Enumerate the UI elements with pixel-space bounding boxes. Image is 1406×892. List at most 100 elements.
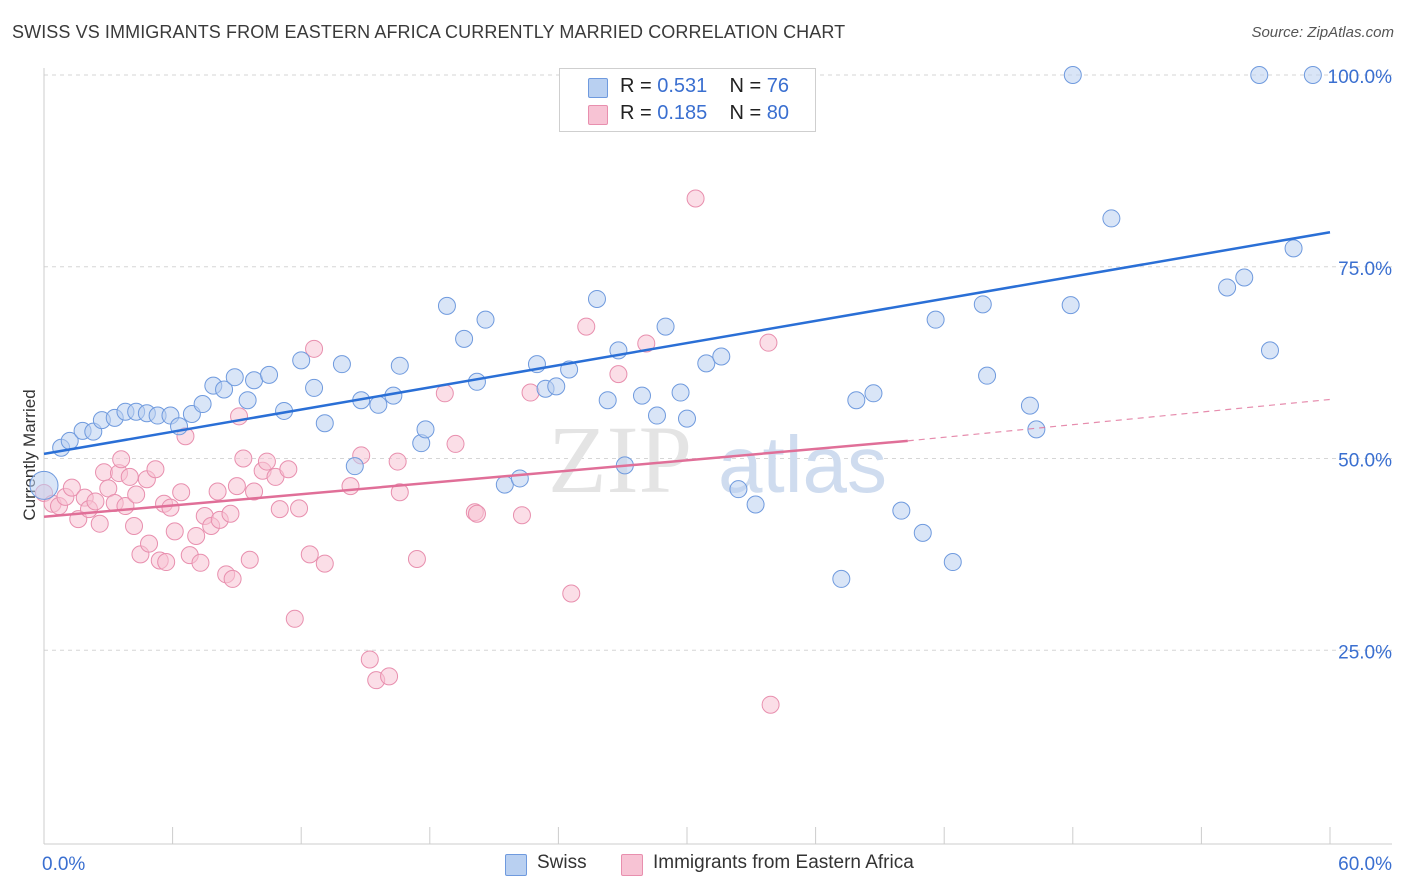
swiss-point (943, 553, 962, 572)
eastern-africa-point (187, 526, 206, 545)
swiss-r-value: 0.531 (657, 75, 708, 97)
swiss-point (973, 295, 992, 314)
swiss-point (587, 289, 606, 308)
eastern-africa-point (157, 553, 176, 572)
eastern-africa-point (407, 549, 426, 568)
eastern-africa-point (609, 365, 628, 384)
eastern-africa-n-value: 80 (766, 102, 790, 124)
swiss-point (1061, 296, 1080, 315)
watermark: ZIP atlas (548, 406, 887, 513)
x-tick-label: 60.0% (1338, 854, 1392, 875)
swiss-point (1027, 420, 1046, 439)
swiss-point (315, 414, 334, 433)
swiss-r-label: R = (620, 75, 658, 97)
tick-labels: 25.0% 50.0% 75.0% 100.0% 0.0% 60.0% (42, 67, 1392, 875)
eastern-africa-point (221, 504, 240, 523)
eastern-africa-point (112, 450, 131, 469)
swiss-point (476, 310, 495, 329)
eastern-africa-point (191, 553, 210, 572)
swiss-point (225, 368, 244, 387)
eastern-africa-trend-line (43, 439, 908, 519)
swiss-point (1235, 268, 1254, 287)
swiss-point (369, 395, 388, 414)
swiss-point (1284, 239, 1303, 258)
eastern-africa-swatch (588, 105, 608, 125)
eastern-africa-point (227, 477, 246, 496)
swiss-point (978, 366, 997, 385)
trend-lines (43, 231, 1331, 519)
swiss-point (345, 457, 364, 476)
eastern-africa-point (279, 460, 298, 479)
swiss-point (1020, 396, 1039, 415)
swiss-n-value: 76 (766, 75, 790, 97)
swiss-point (390, 356, 409, 375)
eastern-africa-point (761, 695, 780, 714)
eastern-africa-point (285, 609, 304, 628)
series-eastern-africa-points (35, 189, 780, 714)
eastern-africa-point (140, 534, 159, 553)
legend-swiss-swatch (505, 854, 527, 876)
eastern-africa-point (270, 500, 289, 519)
eastern-africa-point (290, 499, 309, 518)
eastern-africa-point (125, 516, 144, 535)
eastern-africa-point (315, 554, 334, 573)
eastern-africa-point (435, 384, 454, 403)
eastern-africa-point (95, 463, 114, 482)
eastern-africa-point (512, 506, 531, 525)
swiss-point (892, 501, 911, 520)
eastern-africa-point (127, 485, 146, 504)
y-tick-label: 100.0% (1328, 67, 1393, 88)
eastern-africa-point (146, 460, 165, 479)
eastern-africa-point (380, 667, 399, 686)
swiss-point (193, 395, 212, 414)
eastern-africa-point (360, 650, 379, 669)
swiss-point (926, 310, 945, 329)
swiss-point (467, 372, 486, 391)
x-tick-label: 0.0% (42, 854, 85, 875)
eastern-africa-point (223, 569, 242, 588)
swiss-point (1250, 66, 1269, 84)
swiss-point (292, 351, 311, 370)
y-tick-label: 25.0% (1338, 642, 1392, 663)
swiss-point (437, 296, 456, 315)
swiss-point (245, 371, 264, 390)
swiss-n-label: N = (729, 75, 767, 97)
eastern-africa-point (240, 550, 259, 569)
eastern-africa-point (86, 492, 105, 511)
swiss-point (864, 384, 883, 403)
swiss-point (746, 495, 765, 514)
swiss-swatch (588, 78, 608, 98)
swiss-point (215, 380, 234, 399)
eastern-africa-point (577, 317, 596, 336)
swiss-point (678, 409, 696, 428)
eastern-africa-point (562, 584, 581, 603)
swiss-point (29, 470, 59, 500)
eastern-africa-trend-extension (907, 398, 1331, 442)
swiss-point (495, 475, 514, 494)
swiss-point (238, 391, 257, 410)
eastern-africa-point (62, 478, 81, 497)
y-tick-label: 50.0% (1338, 451, 1392, 472)
swiss-point (260, 365, 279, 384)
legend-eastern-africa-swatch (621, 854, 643, 876)
eastern-africa-r-label: R = (620, 102, 658, 124)
watermark-atlas: atlas (718, 420, 887, 509)
eastern-africa-point (305, 339, 324, 358)
stats-legend: R = 0.531 N = 76 R = 0.185 N = 80 (559, 68, 816, 132)
eastern-africa-point (390, 483, 409, 502)
swiss-point (510, 469, 529, 488)
eastern-africa-n-label: N = (729, 102, 767, 124)
eastern-africa-point (208, 482, 227, 501)
swiss-point (671, 383, 690, 402)
swiss-point (1102, 209, 1121, 228)
swiss-point (332, 355, 351, 374)
swiss-point (712, 347, 731, 366)
swiss-point (305, 378, 324, 397)
swiss-point (598, 391, 617, 410)
legend-eastern-africa-label: Immigrants from Eastern Africa (653, 852, 914, 873)
eastern-africa-point (686, 189, 705, 208)
eastern-africa-r-value: 0.185 (657, 102, 708, 124)
eastern-africa-point (341, 477, 360, 496)
eastern-africa-point (234, 449, 253, 468)
